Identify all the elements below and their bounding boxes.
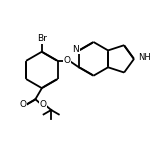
Text: O: O — [20, 100, 27, 109]
Text: NH: NH — [138, 53, 151, 62]
Text: Br: Br — [37, 34, 47, 43]
Text: O: O — [39, 100, 46, 109]
Text: O: O — [64, 56, 71, 65]
Text: N: N — [73, 45, 79, 54]
